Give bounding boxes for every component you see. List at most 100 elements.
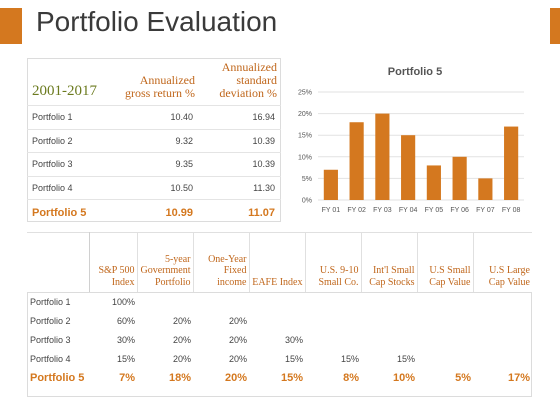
allocation-cell: 15% [280, 372, 303, 385]
allocation-cell: 15% [284, 354, 303, 365]
col-header-return: Annualized gross return % [125, 73, 195, 100]
x-tick-label: FY 04 [399, 207, 418, 214]
return-value: 10.99 [117, 199, 199, 226]
right-accent-bar [550, 8, 560, 44]
y-tick-label: 0% [302, 198, 312, 205]
allocation-cell: 15% [340, 354, 359, 365]
allocation-cell [137, 292, 193, 311]
x-tick-label: FY 02 [347, 207, 366, 214]
allocation-cell: 15% [396, 354, 415, 365]
allocation-cell: 60% [116, 315, 135, 326]
allocation-cell: 30% [284, 334, 303, 345]
col-header-us-large-cap-value: U.S Large Cap Value [472, 232, 532, 292]
sd-value: 10.39 [199, 128, 281, 153]
period-label: 2001-2017 [32, 83, 97, 99]
allocation-cell: 20% [228, 334, 247, 345]
bar [401, 135, 416, 200]
sd-value: 10.39 [199, 152, 281, 176]
row-label: Portfolio 5 [30, 372, 85, 385]
col-header-eafe: EAFE Index [248, 232, 305, 292]
table-row: Portfolio 3 9.35 10.39 [27, 152, 281, 176]
allocation-cell [417, 292, 473, 311]
x-tick-label: FY 08 [502, 207, 521, 214]
table-row: Portfolio 4 15% 20% 20% 15% 15% 15% [27, 350, 532, 369]
allocation-cell [417, 330, 473, 349]
allocation-cell [417, 311, 473, 330]
allocation-cell [473, 330, 532, 349]
allocation-cell [305, 311, 361, 330]
col-header-us-small-co: U.S. 9-10 Small Co. [304, 232, 361, 292]
x-tick-label: FY 06 [450, 207, 469, 214]
allocation-cell: 20% [228, 315, 247, 326]
y-tick-label: 10% [298, 154, 312, 161]
allocation-cell [417, 350, 473, 369]
allocation-cell: 20% [172, 354, 191, 365]
allocation-cell [249, 311, 305, 330]
bar [426, 165, 441, 200]
bar [349, 122, 364, 200]
return-value: 9.32 [117, 128, 199, 153]
sd-value: 11.30 [199, 175, 281, 200]
allocation-cell [473, 350, 532, 369]
y-tick-label: 25% [298, 90, 312, 97]
allocation-cell: 8% [343, 372, 359, 385]
table-row: Portfolio 2 60% 20% 20% [27, 311, 532, 330]
row-label: Portfolio 1 [27, 105, 117, 129]
allocation-cell [305, 292, 361, 311]
x-tick-label: FY 05 [425, 207, 444, 214]
table-row: Portfolio 3 30% 20% 20% 30% [27, 330, 532, 349]
table-row: Portfolio 5 10.99 11.07 [27, 199, 281, 226]
x-tick-label: FY 07 [476, 207, 495, 214]
allocation-cell: 100% [111, 296, 135, 307]
table2-frame [27, 292, 532, 397]
bar [478, 178, 493, 200]
allocation-cell: 20% [172, 315, 191, 326]
table-row: Portfolio 1 100% [27, 292, 532, 311]
allocation-table: S&P 500 Index 5-year Government Portfoli… [27, 232, 532, 388]
allocation-cell: 7% [119, 372, 135, 385]
allocation-cell: 5% [455, 372, 471, 385]
col-header-us-small-cap-value: U.S Small Cap Value [416, 232, 473, 292]
row-label: Portfolio 5 [27, 199, 117, 226]
bar [504, 126, 519, 200]
col-header-one-year: One-Year Fixed income [192, 232, 249, 292]
x-tick-label: FY 03 [373, 207, 392, 214]
return-value: 10.50 [117, 175, 199, 200]
table-row: Portfolio 5 7% 18% 20% 15% 8% 10% 5% 17% [27, 369, 532, 388]
allocation-cell: 20% [224, 372, 247, 385]
bar [323, 169, 338, 200]
allocation-cell: 20% [228, 354, 247, 365]
y-tick-label: 5% [302, 176, 312, 183]
allocation-cell: 18% [168, 372, 191, 385]
allocation-cell [193, 292, 249, 311]
row-label: Portfolio 4 [27, 175, 117, 200]
col-header-intl-small-cap: Int'l Small Cap Stocks [360, 232, 417, 292]
chart-title: Portfolio 5 [387, 66, 443, 78]
row-label: Portfolio 3 [27, 152, 117, 176]
row-label: Portfolio 4 [30, 354, 71, 365]
row-label: Portfolio 1 [30, 296, 71, 307]
y-tick-label: 15% [298, 133, 312, 140]
page-title: Portfolio Evaluation [36, 6, 278, 37]
allocation-cell [473, 292, 532, 311]
allocation-cell [361, 330, 417, 349]
table-row: Portfolio 2 9.32 10.39 [27, 128, 281, 153]
bar [375, 113, 390, 200]
y-tick-label: 20% [298, 111, 312, 118]
allocation-cell [361, 292, 417, 311]
row-label: Portfolio 3 [30, 334, 71, 345]
table-row: Portfolio 4 10.50 11.30 [27, 175, 281, 200]
sd-value: 16.94 [199, 105, 281, 129]
return-value: 10.40 [117, 105, 199, 129]
allocation-cell: 20% [172, 334, 191, 345]
allocation-cell: 17% [507, 372, 530, 385]
allocation-cell [361, 311, 417, 330]
title-accent-bar [0, 8, 22, 44]
corner-cell [27, 232, 90, 292]
allocation-cell: 30% [116, 334, 135, 345]
col-header-sd: Annualized standard deviation % [219, 60, 277, 100]
allocation-cell [473, 311, 532, 330]
table-row: Portfolio 1 10.40 16.94 [27, 105, 281, 129]
row-label: Portfolio 2 [27, 128, 117, 153]
allocation-cell: 10% [392, 372, 415, 385]
